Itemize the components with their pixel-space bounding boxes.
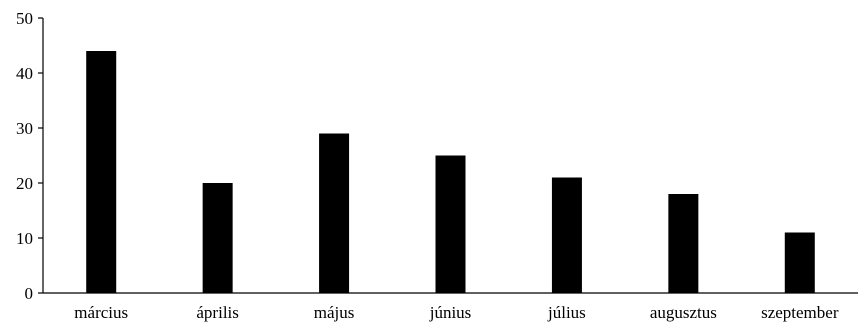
y-tick-label: 40 <box>16 64 33 83</box>
x-tick-label: március <box>74 303 128 322</box>
x-tick-label: július <box>547 303 586 322</box>
bar-7 <box>784 232 815 293</box>
bar-5 <box>551 177 582 293</box>
y-tick-label: 50 <box>16 9 33 28</box>
x-tick-label: augusztus <box>650 303 717 322</box>
x-tick-label: június <box>429 303 472 322</box>
x-tick-label: szeptember <box>761 303 839 322</box>
bars <box>86 51 815 293</box>
bar-3 <box>319 133 350 293</box>
x-tick-label: május <box>314 303 355 322</box>
bar-4 <box>435 155 466 293</box>
y-tick-label: 20 <box>16 174 33 193</box>
y-tick-labels: 0 10 20 30 40 50 <box>16 9 33 303</box>
x-tick-label: április <box>196 303 239 322</box>
y-tick-label: 10 <box>16 229 33 248</box>
x-tick-labels: március április május június július augusztus… <box>74 303 839 322</box>
bar-1 <box>86 51 117 293</box>
bar-2 <box>202 183 233 293</box>
y-tick-label: 0 <box>25 284 34 303</box>
y-tick-label: 30 <box>16 119 33 138</box>
bar-6 <box>668 194 699 293</box>
